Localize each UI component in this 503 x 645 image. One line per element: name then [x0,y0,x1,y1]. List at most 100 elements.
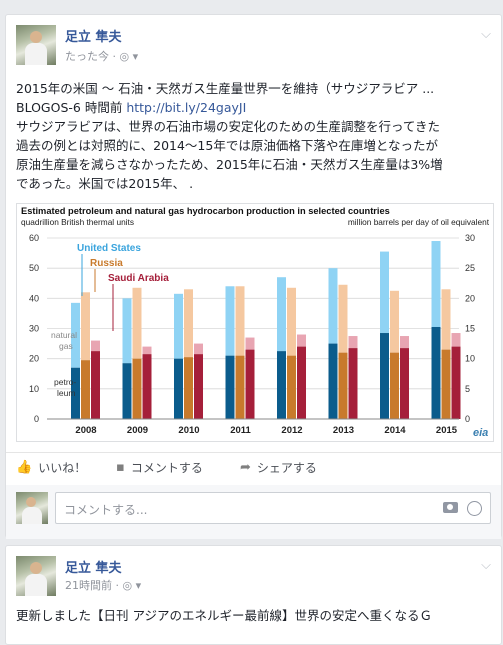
bar-petroleum [348,348,358,419]
bar-petroleum [400,348,409,419]
bar-petroleum [122,363,132,419]
timestamp-text: たった今 · [65,50,116,63]
bar-natural-gas [174,293,183,359]
eia-logo: eia [473,427,488,439]
body-line-4: であった。米国では2015年、 . [16,176,194,191]
bar-petroleum [328,343,338,419]
chart-svg: Estimated petroleum and natural gas hydr… [21,206,490,439]
bar-petroleum [338,352,348,419]
post-timestamp[interactable]: 21時間前 · ◎ ▾ [65,577,141,593]
y-axis-left-label: quadrillion British thermal units [21,217,134,227]
emoji-icon[interactable] [467,501,482,516]
post-text: 2015年の米国 〜 石油・天然ガス生産量世界一を維持（サウジアラビア ... … [16,79,496,193]
bar-natural-gas [71,302,80,368]
divider [6,452,501,453]
bar-petroleum [194,354,203,419]
globe-icon: ◎ [122,579,133,592]
bar-petroleum [132,358,142,419]
bar-petroleum [142,354,152,419]
bar-petroleum [91,351,100,419]
comment-label: コメントする [130,461,203,475]
bar-natural-gas [451,333,461,347]
like-button[interactable]: 👍 いいね！ [16,459,86,476]
x-tick-label: 2012 [281,425,302,436]
bar-petroleum [184,357,193,419]
comment-icon: ▪ [116,460,125,475]
bar-petroleum [431,326,441,419]
share-button[interactable]: ➦ シェアする [240,459,317,476]
bar-petroleum [451,346,461,419]
body-line-2: 過去の例とは対照的に、2014〜15年では原油価格下落や在庫増となったが [16,138,438,153]
comment-placeholder: コメントする... [64,503,148,517]
bar-petroleum [81,360,90,419]
y-tick-left: 0 [34,414,39,424]
x-tick-label: 2008 [75,425,96,436]
bar-petroleum [277,351,286,419]
bar-natural-gas [287,287,296,356]
bar-natural-gas [348,336,358,349]
bar-natural-gas [194,343,203,355]
bar-petroleum [71,367,80,419]
bar-natural-gas [400,336,409,349]
legend-saudi-arabia: Saudi Arabia [108,273,169,284]
bar-natural-gas [297,334,306,347]
shared-source-line: BLOGOS-6 時間前 http://bit.ly/24gayJI [16,98,496,117]
thumbs-up-icon: 👍 [16,460,33,475]
bar-natural-gas [132,287,142,359]
bar-natural-gas [81,292,90,361]
audience-dropdown-icon[interactable]: ▾ [135,579,142,592]
timestamp-text: 21時間前 · [65,579,119,592]
bar-petroleum [287,355,296,419]
y-tick-left: 30 [29,324,39,334]
bar-natural-gas [338,284,348,353]
y-tick-right: 10 [465,354,475,364]
bar-petroleum [235,355,245,419]
bar-petroleum [297,346,306,419]
post-menu-chevron-icon[interactable]: ⌵ [481,27,491,42]
y-tick-right: 20 [465,293,475,303]
post-card-2: 足立 隼夫 21時間前 · ◎ ▾ ⌵ 更新しました【日刊 アジアのエネルギー最… [5,545,502,645]
y-tick-left: 10 [29,384,39,394]
stack-label-gas: gas [59,341,73,351]
bar-natural-gas [390,290,399,353]
chart-image[interactable]: Estimated petroleum and natural gas hydr… [16,203,494,442]
x-tick-label: 2014 [384,425,406,436]
shared-title: 2015年の米国 〜 石油・天然ガス生産量世界一を維持（サウジアラビア ... [16,81,435,96]
camera-icon[interactable] [443,502,458,513]
shared-link[interactable]: http://bit.ly/24gayJI [126,100,247,115]
legend-united-states: United States [77,243,141,254]
author-avatar[interactable] [16,556,56,596]
bar-natural-gas [380,251,389,334]
comment-area: コメントする... [6,485,501,539]
comment-input[interactable]: コメントする... [55,492,491,524]
chart-title: Estimated petroleum and natural gas hydr… [21,206,390,216]
bar-petroleum [245,349,255,419]
post-menu-chevron-icon[interactable]: ⌵ [481,558,491,573]
y-tick-right: 0 [465,414,470,424]
post-timestamp[interactable]: たった今 · ◎ ▾ [65,48,138,64]
bar-natural-gas [431,241,441,327]
author-name[interactable]: 足立 隼夫 [65,30,122,45]
audience-dropdown-icon[interactable]: ▾ [132,50,139,63]
x-tick-label: 2009 [127,425,148,436]
stack-label-natural: natural [51,330,77,340]
y-tick-right: 5 [465,384,470,394]
bar-natural-gas [91,340,100,352]
post-card: 足立 隼夫 たった今 · ◎ ▾ ⌵ 2015年の米国 〜 石油・天然ガス生産量… [5,14,502,539]
y-tick-left: 40 [29,293,39,303]
author-avatar[interactable] [16,25,56,65]
x-tick-label: 2015 [436,425,458,436]
bar-natural-gas [328,268,338,344]
comment-button[interactable]: ▪ コメントする [116,459,203,476]
like-label: いいね！ [38,461,87,475]
y-tick-right: 30 [465,233,475,243]
body-line-3: 原油生産量を減らさなかったため、2015年に石油・天然ガス生産量は3%増 [16,157,443,172]
globe-icon: ◎ [119,50,130,63]
bar-petroleum [390,352,399,419]
y-tick-left: 50 [29,263,39,273]
bar-natural-gas [245,337,255,350]
author-name[interactable]: 足立 隼夫 [65,561,122,576]
stack-label-leum: leum [57,388,75,398]
bar-petroleum [380,333,389,419]
y-tick-right: 15 [465,324,475,334]
